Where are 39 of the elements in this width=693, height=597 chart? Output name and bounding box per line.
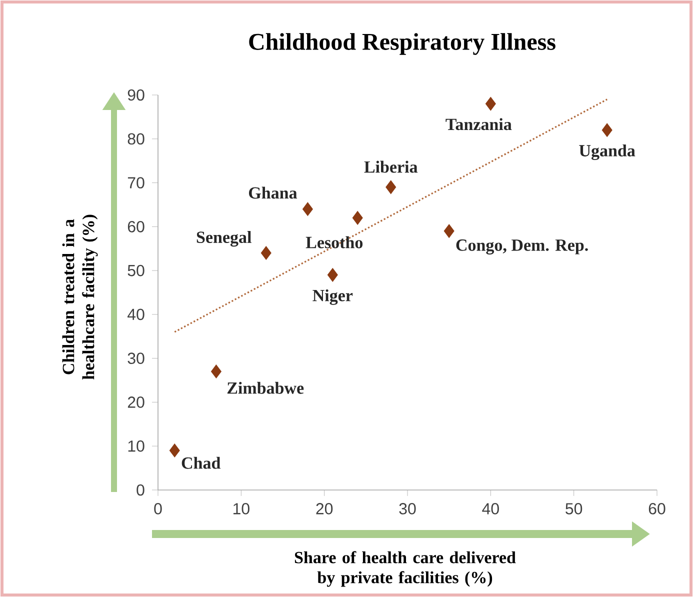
y-tick-label: 30 bbox=[128, 352, 144, 364]
x-tick-label: 40 bbox=[482, 503, 499, 514]
point bbox=[327, 268, 338, 282]
point bbox=[444, 224, 454, 238]
annotation: Zimbabwe bbox=[227, 382, 304, 394]
y-tick-label: 40 bbox=[128, 308, 144, 320]
y-tick-label: 20 bbox=[128, 396, 144, 408]
point bbox=[602, 123, 612, 137]
y-tick-label: 60 bbox=[128, 221, 144, 232]
point bbox=[352, 211, 363, 225]
annotation: Uganda bbox=[579, 144, 636, 160]
annotation: Ghana bbox=[248, 186, 298, 199]
point bbox=[169, 444, 180, 458]
x-tick-label: 30 bbox=[399, 503, 416, 514]
point bbox=[260, 246, 272, 260]
point bbox=[211, 364, 222, 378]
x-tick-label: 60 bbox=[648, 503, 666, 514]
chart-title: Childhood Respiratory Illness bbox=[249, 33, 556, 55]
y-tick-label: 50 bbox=[128, 264, 144, 276]
y-tick-label: 10 bbox=[128, 440, 144, 452]
point bbox=[302, 202, 313, 216]
x-tick-label: 0 bbox=[154, 503, 162, 514]
annotation: Congo, Dem. Rep. bbox=[456, 239, 588, 254]
annotation: Chad bbox=[182, 456, 221, 469]
x-tick-label: 20 bbox=[316, 503, 333, 514]
y-axis-title: Children treated in a healthcare facility (%) bbox=[62, 214, 98, 380]
annotation: Niger bbox=[312, 289, 353, 305]
y-tick-label: 0 bbox=[136, 484, 144, 496]
x-axis-title: Share of health care delivered by private facilities (%) bbox=[294, 551, 516, 587]
x-tick-label: 10 bbox=[233, 503, 250, 514]
point bbox=[386, 180, 396, 194]
y-tick-label: 90 bbox=[128, 89, 144, 101]
y-tick-label: 70 bbox=[128, 177, 144, 188]
x-tick-label: 50 bbox=[566, 503, 582, 514]
annotation: Tanzania bbox=[446, 118, 512, 130]
annotation: Senegal bbox=[196, 231, 252, 247]
annotation: Liberia bbox=[364, 160, 418, 173]
y-tick-label: 80 bbox=[128, 133, 144, 145]
point bbox=[485, 96, 496, 111]
